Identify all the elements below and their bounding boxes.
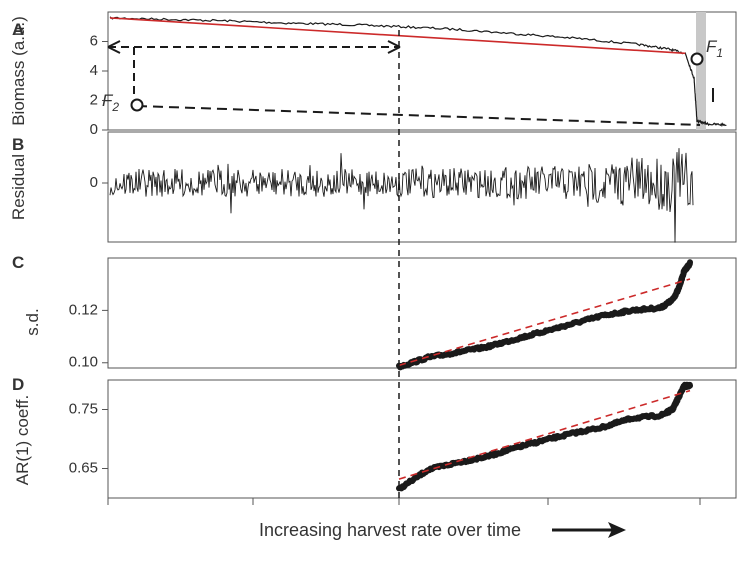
ytick-label: 4 — [90, 62, 98, 79]
ytick-label: 0 — [90, 121, 98, 138]
panel-c-yticks: 0.10 0.12 — [69, 301, 108, 370]
panel-c-label: C — [12, 253, 24, 272]
x-axis-ticks — [108, 498, 700, 505]
ytick-label: 0.65 — [69, 459, 98, 476]
panel-c-ylabel: s.d. — [23, 308, 42, 335]
ytick-label: 6 — [90, 32, 98, 49]
ytick-label: 0.10 — [69, 354, 98, 371]
panel-c: C s.d. 0.10 0.12 — [12, 253, 736, 371]
panel-a: A Biomass (a.u.) 0246 F1 F2 — [9, 12, 736, 138]
panel-b-ylabel: Residual — [9, 154, 28, 220]
panel-d-label: D — [12, 375, 24, 394]
transition-shade — [696, 12, 706, 130]
panel-d-yticks: 0.65 0.75 — [69, 400, 108, 476]
ytick-label: 0.75 — [69, 400, 98, 417]
f2-marker — [132, 100, 143, 111]
panel-b-label: B — [12, 135, 24, 154]
panel-d-frame — [108, 380, 736, 498]
x-axis-label: Increasing harvest rate over time — [259, 520, 521, 540]
f2-label: F2 — [102, 91, 119, 114]
panel-b: B Residual 0 — [9, 132, 736, 243]
panel-a-yticks: 0 2 4 6 — [90, 32, 108, 138]
panel-a-frame — [108, 12, 736, 130]
panel-a-ylabel: Biomass (a.u.) — [9, 16, 28, 126]
f1-marker — [692, 54, 703, 65]
lower-branch-line — [137, 106, 700, 125]
panel-d-ylabel: AR(1) coeff. — [13, 395, 32, 485]
ytick-label: 0.12 — [69, 301, 98, 318]
f1-label: F1 — [706, 37, 723, 60]
residual-line — [110, 148, 693, 243]
x-axis-arrow — [552, 522, 626, 538]
panel-b-ytick-0: 0 — [90, 174, 98, 191]
panel-d: D AR(1) coeff. 0.65 0.75 — [12, 375, 736, 498]
ytick-label: 2 — [90, 91, 98, 108]
sd-data-line — [399, 262, 690, 367]
ar1-data-line — [399, 385, 690, 489]
